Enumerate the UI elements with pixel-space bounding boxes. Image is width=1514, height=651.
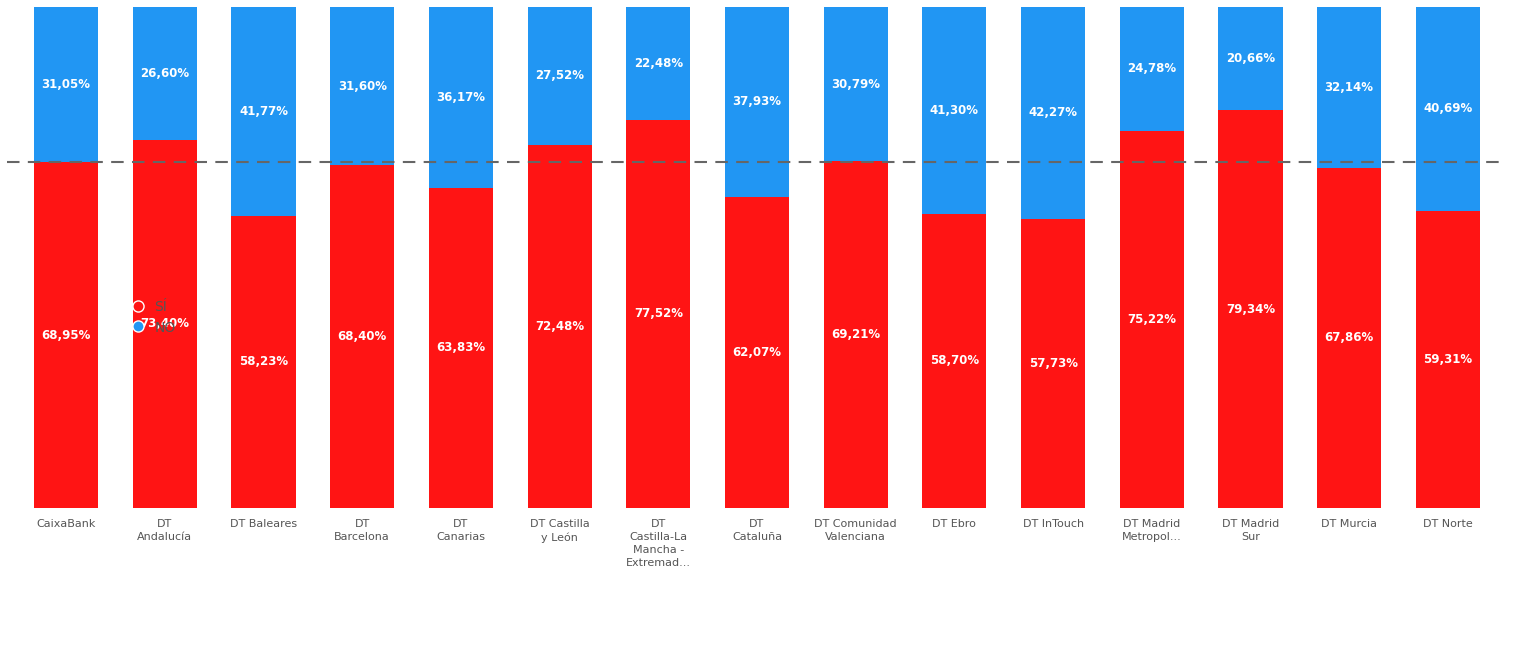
Bar — [1416, 211, 1479, 508]
Text: 79,34%: 79,34% — [1226, 303, 1275, 316]
Text: 69,21%: 69,21% — [831, 328, 880, 341]
Text: 31,05%: 31,05% — [42, 78, 91, 91]
Text: 41,30%: 41,30% — [930, 104, 980, 117]
Text: 62,07%: 62,07% — [733, 346, 781, 359]
Bar — [824, 7, 887, 161]
Text: 31,60%: 31,60% — [338, 79, 386, 92]
Text: 58,70%: 58,70% — [930, 354, 980, 367]
Bar — [527, 145, 592, 508]
Text: 59,31%: 59,31% — [1423, 353, 1473, 366]
Bar — [824, 161, 887, 508]
Bar — [1317, 7, 1381, 168]
Bar — [35, 163, 98, 508]
Bar — [232, 216, 295, 508]
Bar — [428, 7, 494, 188]
Bar — [35, 7, 98, 163]
Bar — [133, 7, 197, 140]
Text: 20,66%: 20,66% — [1226, 52, 1275, 65]
Text: 24,78%: 24,78% — [1128, 62, 1176, 76]
Text: 30,79%: 30,79% — [831, 77, 880, 90]
Text: 68,40%: 68,40% — [338, 330, 388, 343]
Text: 37,93%: 37,93% — [733, 96, 781, 109]
Text: 40,69%: 40,69% — [1423, 102, 1473, 115]
Text: 63,83%: 63,83% — [436, 341, 486, 354]
Text: 22,48%: 22,48% — [634, 57, 683, 70]
Bar — [1317, 168, 1381, 508]
Bar — [133, 140, 197, 508]
Text: 72,48%: 72,48% — [534, 320, 584, 333]
Bar — [1120, 7, 1184, 131]
Bar — [1416, 7, 1479, 211]
Bar — [1020, 7, 1086, 219]
Text: 58,23%: 58,23% — [239, 355, 288, 368]
Text: 36,17%: 36,17% — [436, 91, 486, 104]
Text: 26,60%: 26,60% — [141, 67, 189, 80]
Bar — [922, 7, 987, 214]
Text: 41,77%: 41,77% — [239, 105, 288, 118]
Bar — [232, 7, 295, 216]
Bar — [428, 188, 494, 508]
Bar — [725, 197, 789, 508]
Text: 77,52%: 77,52% — [634, 307, 683, 320]
Bar — [527, 7, 592, 145]
Bar — [330, 7, 394, 165]
Bar — [1120, 131, 1184, 508]
Bar — [330, 165, 394, 508]
Bar — [922, 214, 987, 508]
Text: 57,73%: 57,73% — [1028, 357, 1078, 370]
Bar — [1219, 111, 1282, 508]
Text: 32,14%: 32,14% — [1325, 81, 1373, 94]
Text: 42,27%: 42,27% — [1028, 106, 1078, 119]
Legend: SÍ, NO: SÍ, NO — [126, 294, 182, 340]
Bar — [1020, 219, 1086, 508]
Text: 27,52%: 27,52% — [534, 70, 584, 83]
Text: 75,22%: 75,22% — [1128, 313, 1176, 326]
Text: 68,95%: 68,95% — [41, 329, 91, 342]
Bar — [1219, 7, 1282, 111]
Bar — [725, 7, 789, 197]
Text: 67,86%: 67,86% — [1325, 331, 1373, 344]
Bar — [627, 120, 690, 508]
Bar — [627, 7, 690, 120]
Text: 73,40%: 73,40% — [141, 318, 189, 331]
